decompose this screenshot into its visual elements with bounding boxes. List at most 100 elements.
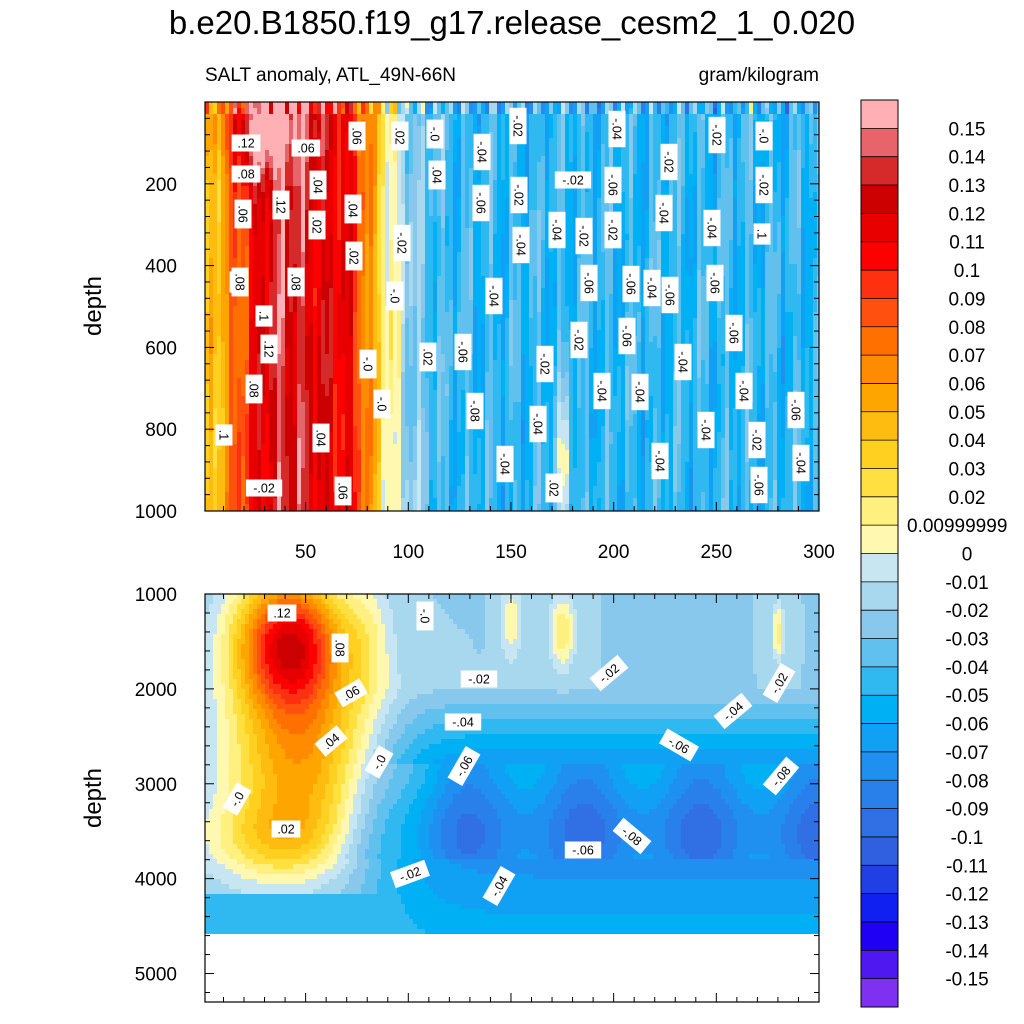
contour-cell (529, 186, 534, 193)
contour-cell (457, 120, 462, 127)
contour-cell (453, 126, 458, 133)
contour-cell (689, 204, 694, 211)
contour-cell (213, 294, 218, 301)
contour-cell (637, 210, 642, 217)
contour-cell (377, 246, 382, 253)
contour-cell (301, 198, 306, 205)
contour-cell (505, 156, 510, 163)
contour-cell (537, 150, 542, 157)
contour-cell (225, 204, 230, 211)
contour-cell (221, 228, 226, 235)
contour-cell (273, 120, 278, 127)
contour-cell (345, 294, 350, 301)
contour-cell (261, 120, 266, 127)
contour-cell (449, 240, 454, 247)
contour-cell (273, 252, 278, 259)
contour-cell (813, 120, 818, 127)
contour-cell (669, 270, 674, 277)
contour-cell (813, 288, 818, 295)
contour-cell (653, 210, 658, 217)
contour-cell (753, 126, 758, 133)
contour-cell (397, 204, 402, 211)
contour-cell (593, 234, 598, 241)
contour-cell (433, 264, 438, 271)
contour-cell (205, 228, 210, 235)
contour-cell (409, 210, 414, 217)
contour-cell (797, 258, 802, 265)
contour-cell (697, 282, 702, 289)
contour-cell (601, 216, 606, 223)
contour-cell (545, 240, 550, 247)
contour-cell (653, 216, 658, 223)
contour-cell (605, 120, 610, 127)
contour-cell (397, 264, 402, 271)
contour-cell (249, 150, 254, 157)
contour-cell (349, 288, 354, 295)
contour-cell (785, 234, 790, 241)
contour-cell (557, 150, 562, 157)
contour-cell (437, 264, 442, 271)
contour-cell (257, 288, 262, 295)
contour-cell (401, 276, 406, 283)
contour-cell (657, 168, 662, 175)
contour-cell (209, 222, 214, 229)
contour-cell (373, 156, 378, 163)
contour-cell (573, 150, 578, 157)
contour-cell (225, 144, 230, 151)
contour-cell (601, 162, 606, 169)
contour-cell (221, 288, 226, 295)
contour-cell (601, 270, 606, 277)
contour-cell (361, 270, 366, 277)
contour-cell (773, 192, 778, 199)
contour-cell (637, 108, 642, 115)
contour-cell (541, 216, 546, 223)
contour-cell (705, 156, 710, 163)
contour-cell (417, 264, 422, 271)
contour-cell (725, 234, 730, 241)
contour-cell (633, 114, 638, 121)
contour-cell (681, 210, 686, 217)
contour-cell (501, 156, 506, 163)
contour-cell (333, 228, 338, 235)
contour-cell (377, 192, 382, 199)
contour-cell (565, 228, 570, 235)
contour-cell (649, 132, 654, 139)
contour-cell (245, 156, 250, 163)
contour-cell (405, 282, 410, 289)
contour-cell (421, 108, 426, 115)
contour-cell (641, 174, 646, 181)
contour-cell (673, 258, 678, 265)
contour-cell (417, 168, 422, 175)
contour-cell (809, 246, 814, 253)
contour-cell (649, 246, 654, 253)
contour-cell (269, 216, 274, 223)
contour-cell (733, 144, 738, 151)
contour-cell (261, 150, 266, 157)
contour-cell (717, 192, 722, 199)
contour-cell (493, 108, 498, 115)
contour-cell (321, 240, 326, 247)
contour-cell (549, 198, 554, 205)
contour-cell (769, 276, 774, 283)
contour-cell (613, 246, 618, 253)
contour-cell (317, 294, 322, 301)
contour-cell (281, 102, 286, 109)
contour-cell (213, 246, 218, 253)
contour-cell (341, 186, 346, 193)
contour-cell (409, 204, 414, 211)
contour-cell (549, 252, 554, 259)
contour-cell (725, 192, 730, 199)
contour-cell (453, 276, 458, 283)
contour-cell (305, 246, 310, 253)
contour-cell (645, 144, 650, 151)
contour-cell (233, 186, 238, 193)
contour-cell (233, 264, 238, 271)
contour-cell (725, 144, 730, 151)
contour-cell (381, 222, 386, 229)
contour-cell (601, 192, 606, 199)
contour-cell (361, 198, 366, 205)
contour-cell (497, 138, 502, 145)
contour-cell (629, 108, 634, 115)
contour-cell (673, 240, 678, 247)
contour-cell (249, 126, 254, 133)
